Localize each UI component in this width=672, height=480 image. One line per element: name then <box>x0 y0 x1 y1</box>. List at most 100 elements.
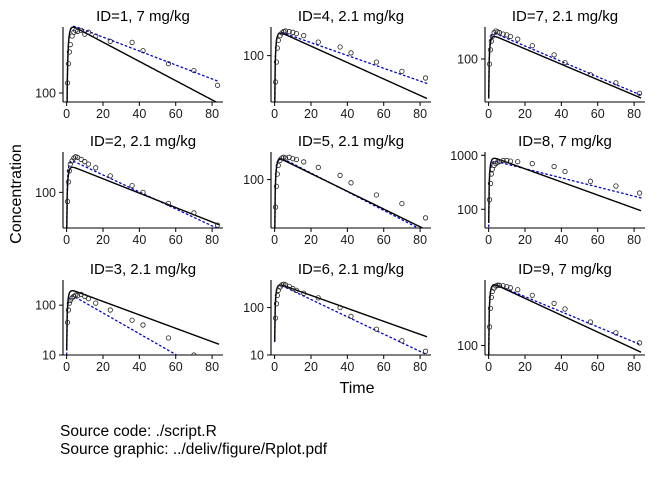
observed-point <box>272 79 279 85</box>
panel-title: ID=7, 2.1 mg/kg <box>512 8 618 25</box>
observed-point <box>274 171 280 177</box>
observed-point <box>93 300 99 306</box>
observed-point <box>486 61 493 67</box>
observed-point <box>273 59 280 65</box>
observed-point <box>66 49 72 55</box>
x-tick-label: 60 <box>591 107 605 121</box>
y-tick-label: 100 <box>243 301 264 315</box>
observed-point <box>315 164 321 170</box>
observed-point <box>191 210 197 216</box>
observed-point <box>93 165 99 171</box>
x-tick-label: 0 <box>271 233 278 247</box>
facet-panel: ID=8, 7 mg/kg 0 20 40 60 80 100 1000 <box>450 133 645 247</box>
y-tick-label: 10 <box>42 349 56 363</box>
observed-point <box>587 72 594 78</box>
y-tick-label: 100 <box>243 49 264 63</box>
observed-point <box>290 156 296 162</box>
observed-point <box>348 50 354 56</box>
observed-point <box>65 61 72 67</box>
observed-point <box>496 282 503 289</box>
x-tick-label: 20 <box>304 360 318 374</box>
observed-point <box>214 82 221 88</box>
observed-point <box>107 173 113 179</box>
observed-point <box>286 283 292 289</box>
observed-point <box>74 28 81 34</box>
observed-point <box>487 47 494 53</box>
observed-point <box>373 326 380 332</box>
x-tick-label: 80 <box>627 233 641 247</box>
observed-point <box>337 44 343 50</box>
observed-point <box>129 39 135 45</box>
observed-point <box>140 322 146 328</box>
observed-point <box>78 156 84 162</box>
observed-point <box>613 80 619 86</box>
y-tick-label: 100 <box>35 299 56 313</box>
observed-point <box>293 156 300 163</box>
facet-panel: ID=7, 2.1 mg/kg 0 20 40 60 80 100 <box>457 8 645 121</box>
x-tick-label: 60 <box>169 360 183 374</box>
observed-point <box>274 45 280 51</box>
observed-point <box>165 335 172 341</box>
x-tick-label: 80 <box>205 360 219 374</box>
x-tick-label: 40 <box>340 233 354 247</box>
observed-point <box>529 161 535 167</box>
x-tick-label: 60 <box>377 107 391 121</box>
observed-point <box>486 197 493 203</box>
observed-point <box>529 43 535 49</box>
observed-point <box>129 182 135 189</box>
observed-point <box>66 300 72 306</box>
x-tick-label: 80 <box>627 107 641 121</box>
x-tick-label: 40 <box>340 360 354 374</box>
observed-point <box>399 338 405 344</box>
observed-point <box>64 198 71 205</box>
y-tick-label: 10 <box>250 349 264 363</box>
x-tick-label: 60 <box>169 233 183 247</box>
individual-fit-line <box>66 25 220 102</box>
observed-point <box>301 159 307 165</box>
observed-point <box>587 178 594 184</box>
observed-point <box>272 204 279 210</box>
individual-fit-line <box>488 160 642 228</box>
panel-title: ID=1, 7 mg/kg <box>96 8 190 25</box>
source-graphic-line: Source graphic: ../deliv/figure/Rplot.pd… <box>60 441 328 458</box>
x-tick-label: 80 <box>205 233 219 247</box>
x-tick-label: 40 <box>340 107 354 121</box>
x-tick-label: 80 <box>205 107 219 121</box>
x-tick-label: 0 <box>485 233 492 247</box>
observed-point <box>515 159 521 165</box>
observed-point <box>275 37 281 43</box>
observed-point <box>515 36 521 42</box>
observed-point <box>373 59 380 65</box>
x-tick-label: 40 <box>132 107 146 121</box>
x-tick-label: 20 <box>518 107 532 121</box>
observed-point <box>85 161 92 167</box>
observed-point <box>636 90 643 96</box>
x-tick-label: 60 <box>591 360 605 374</box>
observed-point <box>65 307 72 313</box>
y-tick-label: 100 <box>457 203 478 217</box>
panel-title: ID=9, 7 mg/kg <box>518 261 612 278</box>
observed-point <box>515 287 521 293</box>
facet-panel: ID=2, 2.1 mg/kg 0 20 40 60 80 100 <box>35 133 223 247</box>
observed-point <box>282 28 289 34</box>
observed-point <box>293 30 300 37</box>
x-tick-label: 40 <box>132 360 146 374</box>
observed-point <box>500 31 506 37</box>
observed-point <box>165 200 172 207</box>
observed-point <box>507 285 514 291</box>
observed-point <box>399 200 405 207</box>
observed-point <box>107 307 113 313</box>
x-tick-label: 0 <box>63 233 70 247</box>
x-tick-label: 80 <box>413 107 427 121</box>
observed-point <box>191 352 197 355</box>
x-tick-label: 60 <box>377 360 391 374</box>
observed-point <box>273 183 280 189</box>
observed-point <box>286 29 292 35</box>
population-fit-line <box>274 158 425 228</box>
observed-point <box>140 189 146 195</box>
y-axis-label: Concentration <box>8 144 25 244</box>
observed-point <box>551 300 557 307</box>
observed-point <box>488 171 494 177</box>
observed-point <box>422 75 429 81</box>
